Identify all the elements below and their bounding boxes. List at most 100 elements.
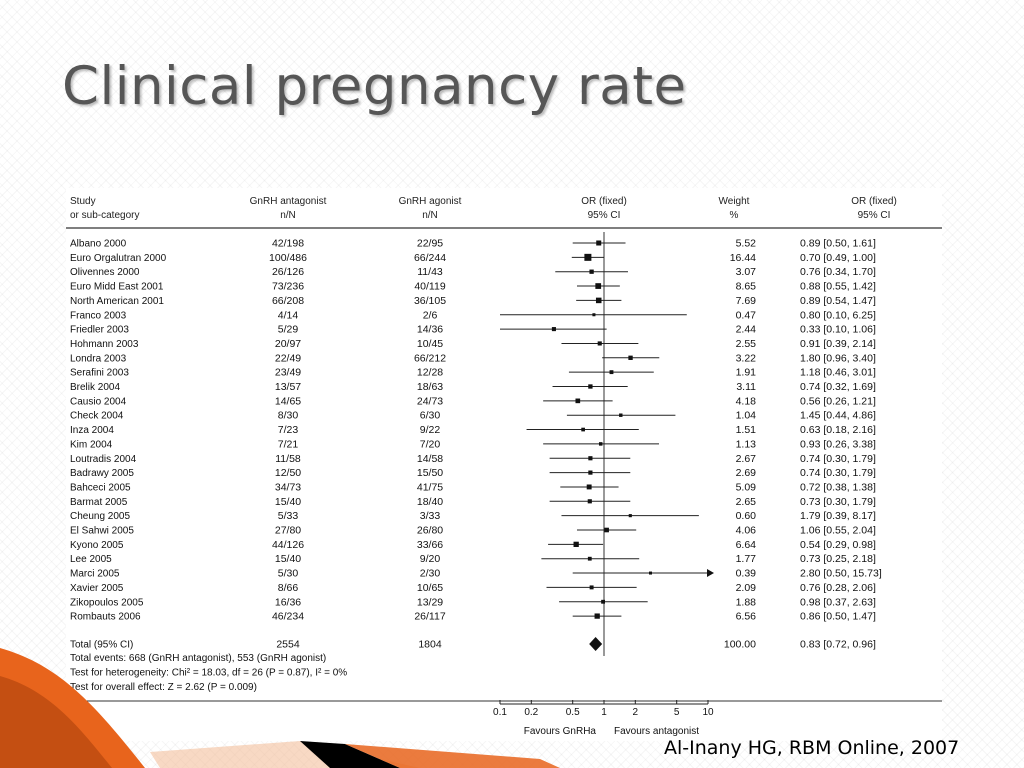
x-tick-label: 5 [674, 707, 680, 718]
study-name: Hohmann 2003 [70, 339, 139, 350]
or-ci-value: 0.33 [0.10, 1.06] [800, 324, 876, 336]
agonist-count: 14/36 [417, 324, 443, 336]
or-ci-value: 0.76 [0.28, 2.06] [800, 582, 876, 594]
weight-value: 5.09 [736, 481, 757, 493]
slide-title: Clinical pregnancy rate [62, 56, 687, 117]
or-ci-value: 1.80 [0.96, 3.40] [800, 352, 876, 364]
point-estimate [592, 313, 596, 317]
antagonist-count: 100/486 [269, 252, 307, 264]
weight-value: 1.51 [736, 424, 757, 436]
antagonist-count: 15/40 [275, 496, 301, 508]
citation: Al-Inany HG, RBM Online, 2007 [664, 737, 960, 759]
or-ci-value: 0.73 [0.30, 1.79] [800, 496, 876, 508]
study-name: Rombauts 2006 [70, 612, 141, 623]
agonist-count: 3/33 [420, 510, 441, 522]
or-ci-value: 1.45 [0.44, 4.86] [800, 410, 876, 422]
or-ci-value: 0.72 [0.38, 1.38] [800, 481, 876, 493]
favours-left-label: Favours GnRHa [524, 726, 597, 737]
point-estimate [551, 327, 556, 332]
column-header-antagonist: GnRH antagonist [250, 196, 327, 207]
weight-value: 5.52 [736, 238, 757, 250]
x-tick-label: 10 [702, 707, 714, 718]
column-header-plot: 95% CI [588, 210, 621, 221]
or-ci-value: 0.54 [0.29, 0.98] [800, 539, 876, 551]
x-tick-label: 1 [601, 707, 607, 718]
weight-value: 1.91 [736, 367, 757, 379]
column-header-antagonist: n/N [280, 210, 296, 221]
weight-value: 3.22 [736, 352, 757, 364]
point-estimate [587, 556, 592, 561]
agonist-count: 10/45 [417, 338, 443, 350]
point-estimate [584, 253, 592, 261]
point-estimate [573, 541, 579, 547]
x-tick-label: 2 [633, 707, 639, 718]
antagonist-count: 5/30 [278, 568, 299, 580]
study-name: Franco 2003 [70, 310, 127, 321]
antagonist-count: 14/65 [275, 395, 301, 407]
point-estimate [587, 499, 592, 504]
study-name: North American 2001 [70, 296, 164, 307]
column-header-study: Study [70, 196, 96, 207]
antagonist-count: 13/57 [275, 381, 301, 393]
point-estimate [595, 297, 602, 304]
study-name: Badrawy 2005 [70, 468, 134, 479]
antagonist-count: 8/30 [278, 410, 299, 422]
agonist-count: 33/66 [417, 539, 443, 551]
study-name: Kim 2004 [70, 439, 113, 450]
study-name: Londra 2003 [70, 353, 127, 364]
or-ci-value: 0.74 [0.32, 1.69] [800, 381, 876, 393]
study-name: Euro Midd East 2001 [70, 282, 164, 293]
study-name: Causio 2004 [70, 396, 127, 407]
point-estimate [597, 341, 602, 346]
weight-value: 1.88 [736, 596, 757, 608]
antagonist-count: 22/49 [275, 352, 301, 364]
or-ci-value: 0.74 [0.30, 1.79] [800, 453, 876, 465]
agonist-count: 66/244 [414, 252, 446, 264]
agonist-count: 14/58 [417, 453, 443, 465]
weight-value: 2.44 [736, 324, 757, 336]
or-ci-value: 0.93 [0.26, 3.38] [800, 438, 876, 450]
study-name: Marci 2005 [70, 569, 120, 580]
weight-value: 8.65 [736, 281, 757, 293]
agonist-count: 26/117 [414, 611, 445, 623]
weight-value: 4.18 [736, 395, 757, 407]
forest-plot-panel: Study or sub-category GnRH antagonist n/N Gn… [66, 188, 942, 741]
agonist-count: 40/119 [414, 281, 445, 293]
antagonist-count: 46/234 [272, 611, 304, 623]
antagonist-count: 7/21 [278, 438, 299, 450]
agonist-count: 9/20 [420, 553, 441, 565]
or-ci-value: 0.89 [0.50, 1.61] [800, 238, 876, 250]
point-estimate [594, 613, 600, 619]
agonist-count: 15/50 [417, 467, 443, 479]
study-name: Zikopoulos 2005 [70, 597, 144, 608]
study-name: El Sahwi 2005 [70, 526, 134, 537]
or-ci-value: 0.76 [0.34, 1.70] [800, 266, 876, 278]
study-name: Serafini 2003 [70, 368, 129, 379]
weight-value: 2.69 [736, 467, 757, 479]
point-estimate [598, 442, 603, 446]
weight-value: 4.06 [736, 525, 757, 537]
study-name: Friedler 2003 [70, 325, 129, 336]
footnote: Total events: 668 (GnRH antagonist), 553… [70, 653, 326, 664]
x-tick-label: 0.5 [566, 707, 580, 718]
forest-plot: Study or sub-category GnRH antagonist n/N Gn… [66, 196, 942, 737]
antagonist-count: 15/40 [275, 553, 301, 565]
weight-value: 1.77 [736, 553, 757, 565]
or-ci-value: 0.86 [0.50, 1.47] [800, 611, 876, 623]
study-name: Inza 2004 [70, 425, 114, 436]
antagonist-count: 4/14 [278, 309, 299, 321]
total-weight: 100.00 [724, 639, 756, 651]
weight-value: 2.65 [736, 496, 757, 508]
point-estimate [596, 240, 602, 246]
agonist-count: 18/40 [417, 496, 443, 508]
total-or-ci: 0.83 [0.72, 0.96] [800, 639, 876, 651]
antagonist-count: 34/73 [275, 481, 301, 493]
point-estimate [589, 269, 594, 274]
point-estimate [581, 427, 585, 432]
or-ci-value: 0.80 [0.10, 6.25] [800, 309, 876, 321]
column-header-agonist: n/N [422, 210, 438, 221]
point-estimate [628, 355, 633, 360]
study-name: Kyono 2005 [70, 540, 124, 551]
weight-value: 6.56 [736, 611, 757, 623]
agonist-count: 13/29 [417, 596, 443, 608]
